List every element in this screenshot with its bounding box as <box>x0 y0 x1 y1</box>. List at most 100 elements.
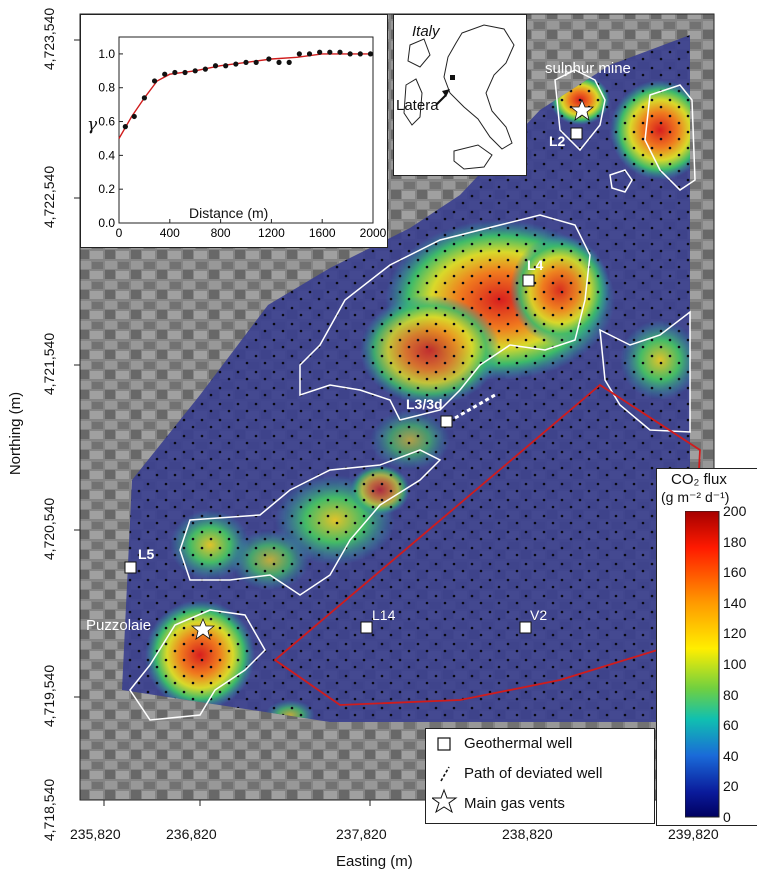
y-tick-label: 4,723,540 <box>41 7 58 71</box>
gas-vent-star-mine <box>569 98 595 121</box>
variogram-point <box>212 63 219 69</box>
x-axis-title: Easting (m) <box>336 853 413 870</box>
colorbar-tick-label: 60 <box>723 717 739 734</box>
variogram-point <box>202 66 208 72</box>
variogram-y-tick-label: 0.8 <box>98 81 115 95</box>
variogram-x-tick-label: 1200 <box>258 226 285 240</box>
locator-site-label: Latera <box>396 97 439 114</box>
well-L3 <box>440 415 453 428</box>
legend-well-icon <box>437 737 451 751</box>
label-L2: L2 <box>549 133 566 149</box>
variogram-y-tick-label: 0.4 <box>98 148 115 162</box>
legend-path-icon <box>440 766 450 782</box>
legend-well-label: Geothermal well <box>464 735 573 752</box>
variogram-inset: 0.0 0.2 0.4 0.6 0.8 1.0 0 400 800 1200 1600 2000 γ … <box>80 14 388 248</box>
y-axis-title: Northing (m) <box>7 391 25 476</box>
y-tick-label: 4,718,540 <box>41 778 58 842</box>
variogram-x-tick-label: 0 <box>116 226 123 240</box>
colorbar-tick-label: 40 <box>723 747 739 764</box>
anomaly-boundary-mine <box>554 69 606 152</box>
colorbar-tick-label: 120 <box>723 625 747 642</box>
variogram-x-tick-label: 400 <box>160 226 180 240</box>
legend-vents-label: Main gas vents <box>464 795 565 812</box>
well-L14 <box>360 621 373 634</box>
colorbar-gradient <box>685 511 720 818</box>
x-tick-label: 238,820 <box>502 826 553 842</box>
variogram-model-line <box>118 53 373 139</box>
variogram-x-tick-label: 1600 <box>309 226 336 240</box>
variogram-point <box>317 49 323 55</box>
variogram-y-tick-label: 0.0 <box>98 216 115 230</box>
colorbar-panel: CO₂ flux (g m⁻² d⁻¹) 200 180 160 140 120 100 8… <box>656 468 757 826</box>
locator-country-label: Italy <box>412 23 440 40</box>
variogram-point <box>367 51 374 57</box>
anomaly-boundary-east <box>599 310 691 433</box>
variogram-point <box>243 59 249 65</box>
label-puzzolaie: Puzzolaie <box>86 617 152 634</box>
variogram-point <box>286 59 292 65</box>
label-sulphur-mine: sulphur mine <box>545 60 631 77</box>
colorbar-tick-label: 200 <box>723 503 747 519</box>
colorbar-tick-label: 80 <box>723 686 739 703</box>
variogram-point <box>306 51 313 57</box>
deviated-well-path <box>454 393 496 420</box>
variogram-plot: 0.0 0.2 0.4 0.6 0.8 1.0 0 400 800 1200 1600 2000 <box>98 36 387 240</box>
colorbar-tick-label: 0 <box>723 809 731 825</box>
colorbar-tick-label: 180 <box>723 533 747 550</box>
colorbar-title-line1: CO₂ flux <box>671 471 727 488</box>
variogram-point <box>233 61 239 67</box>
variogram-point <box>276 59 282 65</box>
variogram-x-tick-label: 2000 <box>360 226 387 240</box>
well-L5 <box>124 561 137 574</box>
legend-path-label: Path of deviated well <box>464 765 603 782</box>
variogram-point <box>182 69 188 76</box>
anomaly-boundary-puzzolaie <box>129 609 266 721</box>
legend-vent-icon <box>432 788 458 814</box>
anomaly-boundary-northeast <box>644 84 696 191</box>
variogram-point <box>296 51 302 57</box>
variogram-y-label: γ <box>87 115 98 135</box>
well-L2 <box>570 127 583 140</box>
variogram-y-tick-label: 1.0 <box>98 47 115 61</box>
variogram-y-tick-label: 0.2 <box>98 182 115 196</box>
gas-vent-star-puzzolaie <box>190 617 216 640</box>
variogram-point <box>223 63 229 69</box>
x-tick-label: 236,820 <box>166 826 217 842</box>
variogram-point <box>172 69 178 76</box>
variogram-axes-frame <box>118 36 374 224</box>
anomaly-boundary-north <box>299 214 591 421</box>
well-V2 <box>519 621 532 634</box>
variogram-point <box>266 56 272 62</box>
variogram-point <box>357 51 363 57</box>
label-V2: V2 <box>530 607 548 623</box>
locator-inset: Italy Latera <box>393 14 527 176</box>
colorbar-title-line2: (g m⁻² d⁻¹) <box>661 489 730 505</box>
variogram-point <box>337 49 343 55</box>
variogram-x-tick-label: 800 <box>211 226 231 240</box>
y-tick-label: 4,719,540 <box>41 664 58 728</box>
label-L14: L14 <box>372 607 396 623</box>
colorbar-tick-label: 20 <box>723 778 739 795</box>
label-L3: L3/3d <box>406 396 443 412</box>
y-tick-label: 4,721,540 <box>41 332 58 396</box>
variogram-point <box>122 124 128 130</box>
italy-outline <box>403 24 515 170</box>
anomaly-boundary-central <box>179 449 442 596</box>
y-tick-label: 4,722,540 <box>41 165 58 229</box>
well-L4 <box>522 274 535 287</box>
variogram-point <box>151 78 158 84</box>
variogram-x-label: Distance (m) <box>189 205 269 221</box>
x-tick-label: 239,820 <box>668 826 719 842</box>
variogram-point <box>253 59 259 65</box>
variogram-point <box>131 113 137 120</box>
colorbar-tick-label: 100 <box>723 656 747 672</box>
variogram-point <box>347 51 353 57</box>
variogram-y-tick-label: 0.6 <box>98 115 115 129</box>
variogram-point <box>141 95 147 101</box>
y-tick-label: 4,720,540 <box>41 497 58 561</box>
colorbar-tick-label: 140 <box>723 594 747 611</box>
variogram-point <box>192 68 198 74</box>
x-tick-label: 237,820 <box>336 826 387 842</box>
